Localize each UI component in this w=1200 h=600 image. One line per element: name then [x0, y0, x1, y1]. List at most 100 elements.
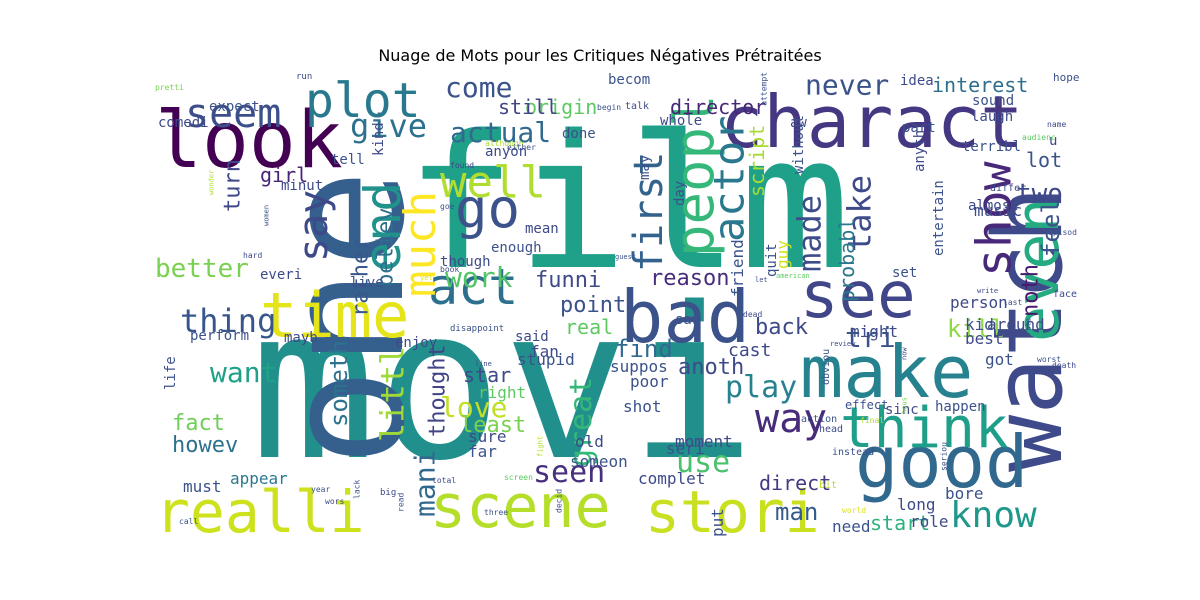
word-funni: funni	[535, 268, 601, 293]
word-start: start	[870, 511, 930, 535]
word-thing: thing	[180, 302, 276, 340]
word-now: now	[901, 347, 909, 360]
word-three: three	[484, 508, 508, 517]
word-anoth: anoth	[678, 355, 744, 380]
word-peopl: peopl	[663, 94, 726, 257]
word-said: said	[515, 329, 549, 345]
word-movi: movi	[250, 262, 756, 507]
word-pretti: pretti	[155, 83, 184, 92]
word-actor: actor	[705, 116, 754, 242]
word-line: line	[475, 360, 492, 368]
word-lot: lot	[1026, 148, 1062, 172]
word-obviou: obviou	[821, 349, 832, 385]
word-even: even	[1003, 198, 1073, 343]
word-one: one	[249, 169, 441, 467]
word-comedi: comedi	[158, 115, 209, 131]
word-read: read	[396, 493, 405, 512]
word-aw: aw	[790, 115, 807, 131]
word-charact: charact	[720, 80, 1023, 164]
chart-title: Nuage de Mots pour les Critiques Négativ…	[378, 46, 822, 65]
word-cloud: movi film one watch charact look bad make see eve…	[150, 72, 1080, 537]
word-life: life	[163, 356, 179, 390]
word-big: big	[380, 488, 396, 498]
word-expect: expect	[209, 99, 260, 115]
word-saw: saw	[675, 312, 701, 328]
word-actual: actual	[450, 116, 551, 149]
word-run: run	[296, 72, 312, 82]
word-although: although	[485, 139, 524, 148]
word-might: might	[850, 322, 898, 341]
word-say: say	[291, 190, 337, 262]
word-guess: guess	[615, 253, 636, 261]
word-total: total	[432, 476, 456, 485]
word-made: made	[791, 195, 829, 272]
word-day: day	[672, 181, 688, 206]
word-part: part	[902, 120, 936, 136]
word-use: use	[676, 445, 730, 480]
word-around: around	[987, 315, 1045, 334]
word-american: american	[776, 272, 810, 280]
word-best: best	[965, 329, 1004, 348]
word-year: year	[311, 485, 330, 494]
word-man: man	[775, 498, 818, 526]
word-becom: becom	[608, 72, 650, 88]
word-know: know	[950, 495, 1037, 536]
word-enjoy: enjoy	[395, 335, 437, 351]
word-call: call	[179, 517, 198, 526]
word-someon: someon	[570, 452, 628, 471]
word-still: still	[498, 95, 558, 119]
word-least: least	[460, 413, 526, 438]
word-point: point	[560, 293, 626, 318]
word-hope: hope	[1053, 72, 1080, 84]
word-seem: seem	[185, 91, 281, 137]
word-shot: shot	[623, 397, 662, 416]
word-noth: noth	[1019, 264, 1044, 317]
word-show: show	[966, 161, 1022, 277]
word-littl: littl	[374, 346, 412, 442]
word-kid: kid	[965, 315, 994, 334]
word-face: face	[1053, 289, 1077, 300]
word-time: time	[260, 279, 409, 352]
word-origin: origin	[525, 95, 597, 119]
word-someth: someth	[325, 340, 353, 427]
word-appear: appear	[230, 469, 288, 488]
word-star: star	[463, 363, 511, 387]
word-real: real	[565, 315, 613, 339]
word-never: never	[805, 72, 889, 101]
word-act: act	[428, 258, 518, 316]
word-film: film	[405, 95, 851, 311]
word-live: live	[350, 275, 384, 291]
word-scene: scene	[430, 472, 611, 537]
word-reason: reason	[650, 266, 729, 291]
word-wors: wors	[325, 497, 344, 506]
word-sound: sound	[972, 93, 1014, 109]
word-play: play	[725, 370, 797, 405]
word-book: book	[440, 265, 459, 274]
word-tell: tell	[331, 152, 365, 168]
word-kind: kind	[371, 122, 387, 156]
word-must: must	[183, 477, 222, 496]
word-minut: minut	[281, 178, 323, 194]
word-let: let	[755, 276, 768, 284]
word-laugh: laugh	[971, 109, 1013, 125]
word-attempt: attempt	[759, 72, 768, 106]
word-worst: worst	[1037, 355, 1061, 364]
word-without: without	[791, 115, 807, 174]
word-person: person	[950, 293, 1008, 312]
word-rather: rather	[349, 238, 374, 317]
word-complet: complet	[638, 469, 705, 488]
word-put: put	[708, 508, 727, 537]
word-fan: fan	[530, 342, 559, 361]
word-idea: idea	[900, 73, 934, 89]
word-bit: bit	[819, 480, 837, 491]
word-stori: stori	[645, 478, 820, 537]
word-sure: sure	[468, 427, 507, 446]
word-much: much	[395, 191, 446, 297]
word-episod: episod	[1048, 228, 1077, 237]
word-give: give	[350, 107, 427, 145]
word-audienc: audienc	[1022, 133, 1056, 142]
word-find: find	[615, 335, 673, 363]
word-back: back	[755, 315, 808, 340]
word-probabl: probabl	[835, 218, 859, 302]
word-long: long	[897, 495, 936, 514]
